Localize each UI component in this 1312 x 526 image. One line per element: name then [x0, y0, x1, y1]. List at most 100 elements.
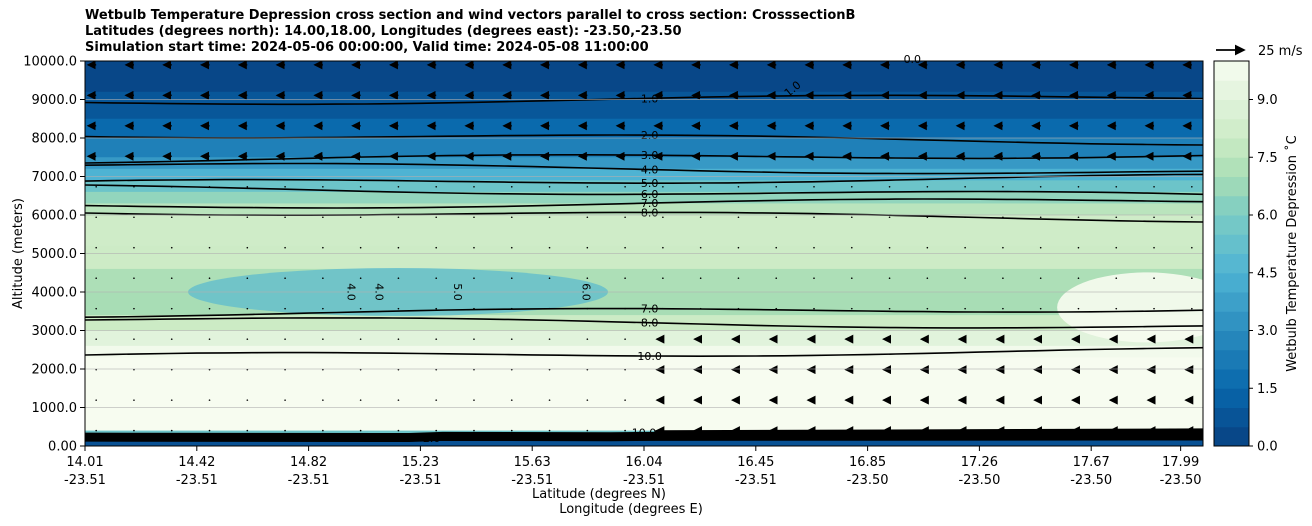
colorbar-tick-label: 7.5 [1257, 151, 1278, 166]
wind-vector [284, 429, 286, 432]
wind-vector [850, 246, 853, 249]
y-tick-label: 2000.0 [32, 363, 78, 378]
colorbar-tick-label: 4.5 [1257, 266, 1278, 281]
wind-vector [586, 429, 589, 432]
y-axis-label: Altitude (meters) [11, 198, 26, 309]
wind-vector [133, 338, 135, 340]
y-tick-label: 10000.0 [23, 55, 77, 70]
wind-vector [1191, 185, 1193, 188]
wind-vector [1115, 216, 1118, 219]
wind-vector [322, 307, 324, 310]
wind-key-label: 25 m/s [1258, 44, 1303, 59]
wind-vector [397, 307, 400, 310]
wind-vector [359, 277, 362, 280]
wind-vector [95, 338, 97, 340]
wind-vector [284, 399, 286, 401]
wind-vector [888, 185, 891, 188]
wind-vector [1077, 277, 1080, 280]
wind-vector [548, 399, 551, 401]
colorbar-tick-label: 6.0 [1257, 209, 1278, 224]
wind-vector [510, 307, 513, 310]
surface-contour-band [655, 428, 1203, 437]
wind-vector [888, 246, 891, 249]
wind-vector [246, 246, 249, 249]
wind-vector [586, 246, 589, 249]
wind-vector [473, 185, 475, 188]
wind-vector [473, 399, 475, 401]
y-tick-label: 6000.0 [32, 209, 78, 224]
colorbar-segment [1214, 118, 1249, 139]
contour-fill-band [85, 203, 1203, 216]
x-tick-label-lon: -23.50 [847, 473, 889, 488]
contour-fill-band [85, 438, 1203, 446]
contour-line [85, 94, 1203, 106]
colorbar-frame [1213, 60, 1250, 447]
wind-vector [208, 399, 211, 401]
wind-vector [1115, 307, 1118, 310]
wind-vector [737, 185, 740, 188]
wind-vector [246, 277, 249, 280]
contour-label: 8.0 [641, 317, 659, 330]
x-axis-label-lat: Latitude (degrees N) [532, 487, 666, 502]
wind-vector [473, 307, 475, 310]
wind-vector [473, 429, 475, 432]
wind-vector [473, 338, 475, 340]
wind-vector [170, 399, 173, 401]
x-tick-label-lat: 14.01 [66, 455, 103, 470]
wind-vector [926, 307, 929, 310]
wind-vector [775, 185, 778, 188]
chart-title-line-1: Wetbulb Temperature Depression cross sec… [85, 8, 856, 23]
colorbar-tick-label: 3.0 [1257, 324, 1278, 339]
wind-vector [510, 246, 513, 249]
wind-vector [1002, 277, 1004, 280]
wind-vector [662, 216, 664, 219]
wind-vector [964, 216, 966, 219]
colorbar-segment [1214, 195, 1249, 216]
wind-vector [1153, 185, 1155, 188]
wind-vector [284, 277, 286, 280]
contour-label: 5.0 [641, 177, 659, 190]
wind-vector [322, 185, 324, 188]
y-tick-label: 3000.0 [32, 324, 78, 339]
contour-fill-band [1057, 272, 1203, 343]
colorbar-segment [1214, 330, 1249, 351]
wind-vector [1039, 185, 1042, 188]
wind-vector [246, 429, 249, 432]
x-tick-label-lon: -23.51 [399, 473, 441, 488]
wind-vector [548, 185, 551, 188]
x-tick-label-lat: 15.23 [402, 455, 439, 470]
wind-vector [133, 277, 135, 280]
wind-vector [624, 277, 626, 280]
wind-vector [435, 307, 438, 310]
wind-vector [322, 429, 324, 432]
wind-vector [1115, 277, 1118, 280]
wind-vector [926, 185, 929, 188]
contour-line [85, 307, 1203, 318]
wind-vector [548, 307, 551, 310]
wind-vector [662, 307, 664, 310]
x-tick-label-lon: -23.51 [64, 473, 106, 488]
x-tick-label-lat: 17.99 [1162, 455, 1199, 470]
colorbar-segment [1214, 99, 1249, 120]
contour-line [85, 173, 1203, 184]
wind-vector [510, 277, 513, 280]
wind-vector [322, 399, 324, 401]
wind-vector [888, 216, 891, 219]
wind-vector [284, 185, 286, 188]
x-axis-label-lon: Longitude (degrees E) [559, 502, 703, 517]
wind-vector [359, 216, 362, 219]
wind-vector [926, 246, 929, 249]
wind-vector [1039, 216, 1042, 219]
wind-vector [737, 246, 740, 249]
inline-contour-label: 5.0 [451, 283, 464, 301]
wind-vector [624, 307, 626, 310]
colorbar-segment [1214, 253, 1249, 274]
wind-vector [964, 246, 966, 249]
contour-line [85, 162, 1203, 175]
wind-vector [397, 246, 400, 249]
wind-vector [1077, 185, 1080, 188]
wind-vector [850, 185, 853, 188]
wind-vector [510, 429, 513, 432]
wind-vector [208, 216, 211, 219]
